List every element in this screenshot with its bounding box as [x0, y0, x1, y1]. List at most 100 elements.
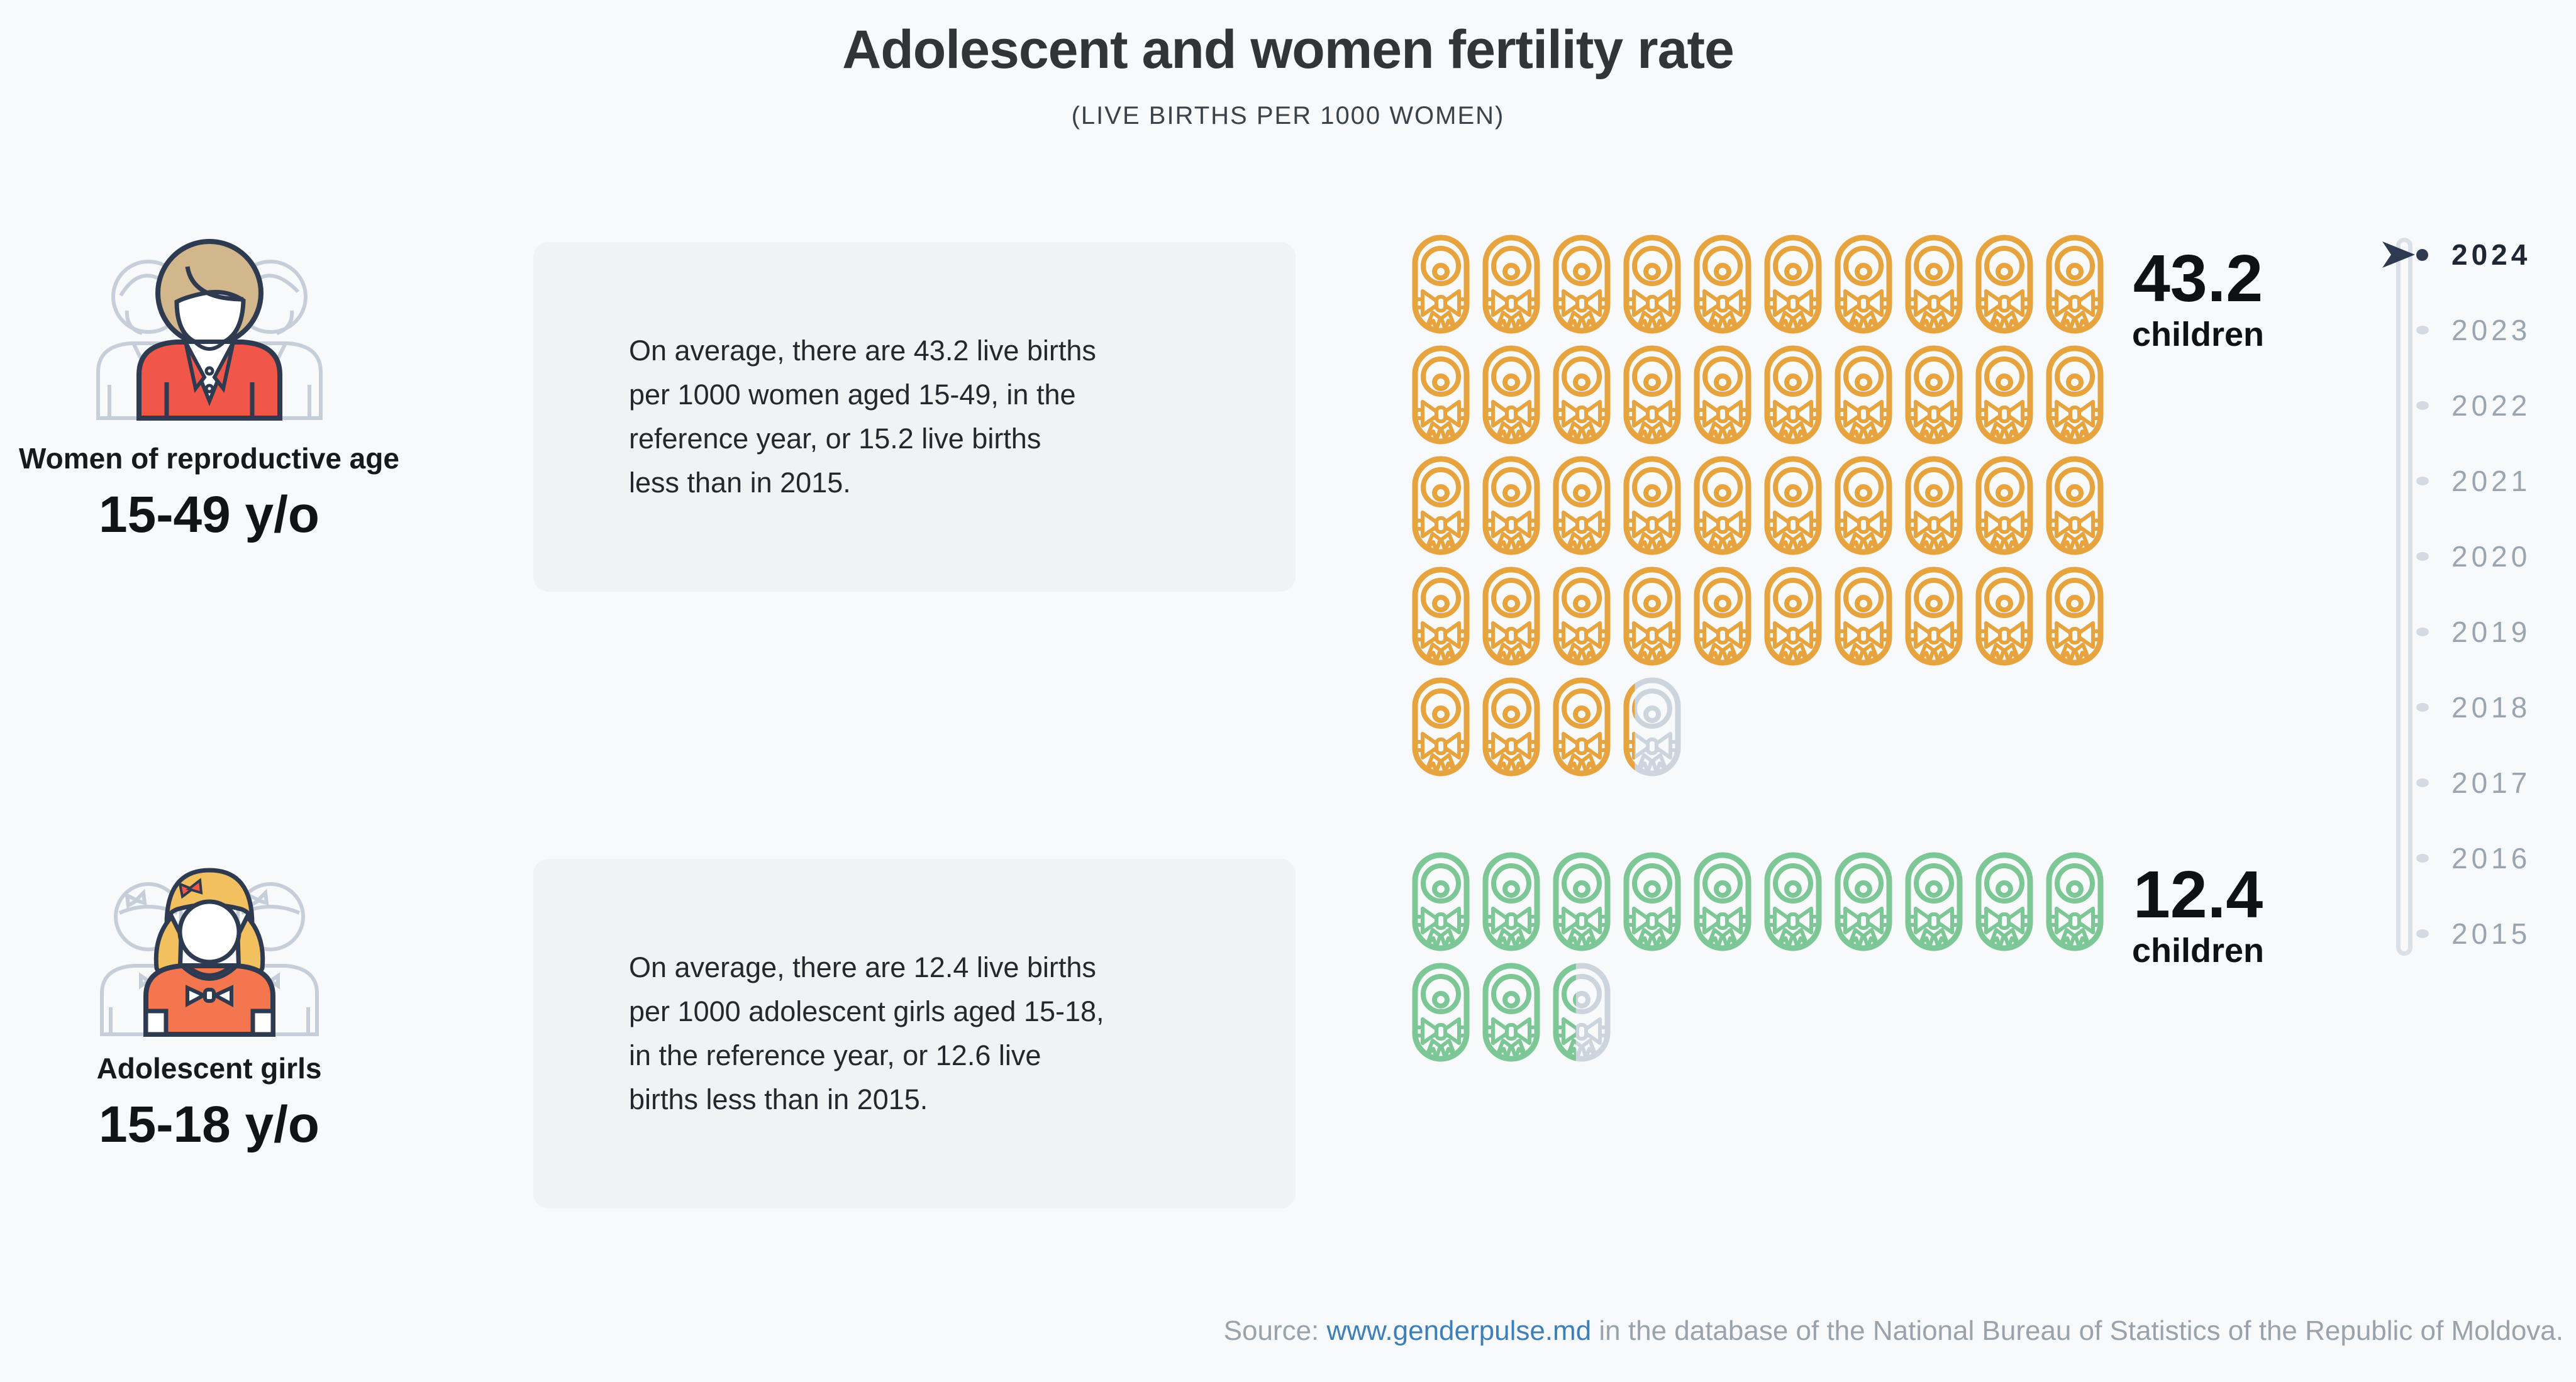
baby-icon: [1482, 456, 1540, 555]
description-line: per 1000 adolescent girls aged 15-18,: [629, 995, 1104, 1027]
selected-year-arrow-icon: [2381, 240, 2416, 270]
girls-description-card: On average, there are 12.4 live births pe…: [533, 859, 1296, 1208]
baby-icon-partial: [1553, 963, 1611, 1062]
baby-icon: [1553, 852, 1611, 951]
baby-icon-partial: [1623, 677, 1681, 777]
timeline-year-dot: [2416, 627, 2429, 636]
women-value-block: 43.2 children: [2094, 243, 2302, 354]
description-line: reference year, or 15.2 live births: [629, 423, 1041, 455]
description-line: births less than in 2015.: [629, 1083, 928, 1115]
baby-icon: [1553, 567, 1611, 666]
baby-icon: [1553, 345, 1611, 445]
year-timeline: 2024 2023 2022 2021 2020 2019 2018 2017 2016 2015: [2381, 217, 2576, 978]
baby-icon: [1975, 235, 2033, 334]
baby-icon: [1764, 456, 1822, 555]
baby-icon: [1835, 567, 1892, 666]
timeline-year-2020[interactable]: 2020: [2416, 519, 2531, 594]
timeline-year-label: 2015: [2451, 917, 2531, 950]
timeline-year-dot: [2416, 326, 2429, 334]
timeline-year-label: 2017: [2451, 766, 2531, 799]
baby-icon: [1905, 456, 1963, 555]
description-line: per 1000 women aged 15-49, in the: [629, 379, 1076, 411]
source-suffix: in the database of the National Bureau o…: [1591, 1315, 2563, 1346]
baby-icon: [1694, 456, 1752, 555]
girls-value-block: 12.4 children: [2094, 860, 2302, 970]
girls-pictogram-grid: [1412, 852, 2104, 1062]
baby-icon: [1482, 852, 1540, 951]
baby-icon: [1905, 345, 1963, 445]
description-line: On average, there are 43.2 live births: [629, 334, 1096, 367]
baby-icon: [1694, 345, 1752, 445]
timeline-year-2015[interactable]: 2015: [2416, 896, 2531, 971]
timeline-track: [2396, 238, 2412, 956]
baby-icon: [1975, 567, 2033, 666]
timeline-year-label: 2024: [2451, 238, 2531, 271]
baby-icon: [1623, 852, 1681, 951]
page-subtitle: (LIVE BIRTHS PER 1000 WOMEN): [1071, 102, 1505, 130]
baby-icon: [1694, 852, 1752, 951]
timeline-year-2017[interactable]: 2017: [2416, 745, 2531, 821]
timeline-year-dot: [2416, 552, 2429, 561]
baby-icon: [1553, 456, 1611, 555]
baby-icon: [2046, 345, 2104, 445]
timeline-year-dot: [2416, 477, 2429, 485]
source-link[interactable]: www.genderpulse.md: [1326, 1315, 1592, 1346]
baby-icon: [1764, 235, 1822, 334]
baby-icon: [1835, 345, 1892, 445]
timeline-year-dot: [2416, 854, 2429, 863]
baby-icon: [2046, 852, 2104, 951]
baby-icon: [1553, 677, 1611, 777]
baby-icon: [1975, 345, 2033, 445]
baby-icon: [1553, 235, 1611, 334]
baby-icon: [1694, 235, 1752, 334]
timeline-year-2021[interactable]: 2021: [2416, 443, 2531, 519]
baby-icon: [1623, 456, 1681, 555]
women-illustration-svg: [96, 239, 323, 421]
timeline-year-label: 2019: [2451, 616, 2531, 648]
description-line: less than in 2015.: [629, 467, 851, 499]
timeline-year-2019[interactable]: 2019: [2416, 594, 2531, 670]
baby-icon: [1835, 235, 1892, 334]
girls-group-label: Adolescent girls: [96, 1052, 322, 1085]
baby-icon: [1835, 852, 1892, 951]
baby-icon: [1412, 567, 1470, 666]
timeline-year-2016[interactable]: 2016: [2416, 821, 2531, 896]
girls-group-illustration: [80, 843, 338, 1037]
women-group-illustration: [80, 226, 338, 421]
page-title: Adolescent and women fertility rate: [842, 19, 1735, 80]
description-line: in the reference year, or 12.6 live: [629, 1039, 1041, 1071]
description-line: On average, there are 12.4 live births: [629, 951, 1096, 983]
timeline-year-dot: [2416, 929, 2429, 938]
timeline-year-2018[interactable]: 2018: [2416, 670, 2531, 745]
baby-icon: [1905, 235, 1963, 334]
baby-icon: [1482, 567, 1540, 666]
baby-icon: [1412, 345, 1470, 445]
timeline-year-label: 2022: [2451, 389, 2531, 422]
baby-icon: [1905, 567, 1963, 666]
girls-value: 12.4: [2133, 858, 2263, 932]
women-description-card: On average, there are 43.2 live births pe…: [533, 242, 1296, 592]
baby-icon: [2046, 235, 2104, 334]
timeline-year-dot: [2416, 703, 2429, 712]
baby-icon: [2046, 456, 2104, 555]
baby-icon: [1764, 567, 1822, 666]
baby-icon: [1412, 456, 1470, 555]
baby-icon: [1482, 677, 1540, 777]
baby-icon: [1623, 345, 1681, 445]
baby-icon: [1412, 852, 1470, 951]
timeline-year-2023[interactable]: 2023: [2416, 292, 2531, 368]
timeline-year-dot: [2416, 778, 2429, 787]
timeline-year-2024[interactable]: 2024: [2416, 217, 2531, 292]
baby-icon: [1764, 852, 1822, 951]
baby-icon: [1482, 235, 1540, 334]
timeline-year-label: 2018: [2451, 691, 2531, 724]
baby-icon: [1412, 963, 1470, 1062]
timeline-year-2022[interactable]: 2022: [2416, 368, 2531, 443]
baby-icon: [1623, 567, 1681, 666]
baby-icon: [1835, 456, 1892, 555]
women-age-range: 15-49 y/o: [99, 486, 319, 543]
baby-icon: [1694, 567, 1752, 666]
girls-value-unit: children: [2131, 932, 2265, 970]
baby-icon: [1764, 345, 1822, 445]
